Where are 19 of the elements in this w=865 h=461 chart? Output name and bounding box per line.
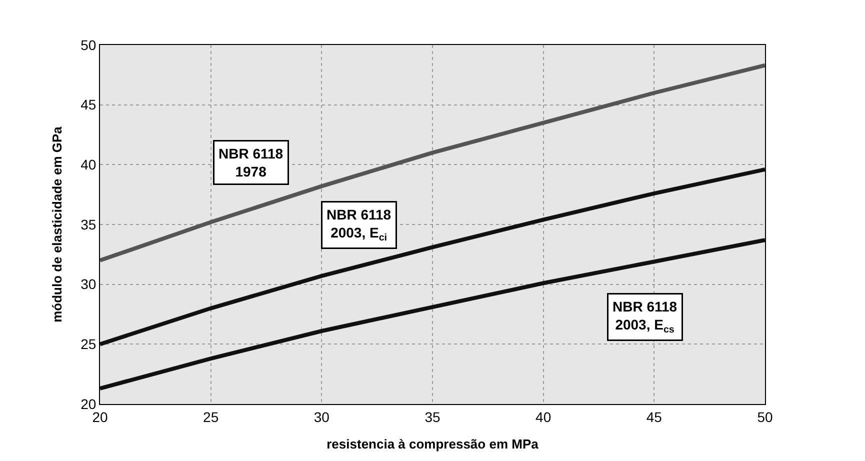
series-label: NBR 6118 1978 — [218, 146, 284, 180]
x-tick-label: 40 — [536, 408, 552, 425]
x-tick-label: 50 — [757, 408, 773, 425]
y-tick-label: 25 — [80, 336, 96, 352]
x-tick-label: 30 — [314, 408, 330, 425]
y-tick-label: 40 — [80, 156, 96, 173]
x-tick-label: 45 — [646, 408, 662, 425]
y-tick-label: 35 — [80, 216, 96, 232]
x-axis-title: resistencia à compressão em MPa — [326, 436, 540, 452]
y-axis-title: módulo de elasticidade em GPa — [50, 126, 65, 322]
x-tick-label: 35 — [424, 408, 440, 425]
y-tick-label: 30 — [80, 276, 96, 292]
text: NBR 6118 2003, E$_{cs}$ — [612, 298, 678, 336]
series-label: NBR 6118 2003, E$_{ci}$ — [326, 206, 392, 244]
y-tick-label: 45 — [80, 96, 96, 113]
line-series — [100, 63, 765, 262]
x-tick-label: 25 — [203, 408, 219, 425]
line-series — [100, 167, 765, 346]
y-tick-label: 50 — [80, 36, 96, 53]
